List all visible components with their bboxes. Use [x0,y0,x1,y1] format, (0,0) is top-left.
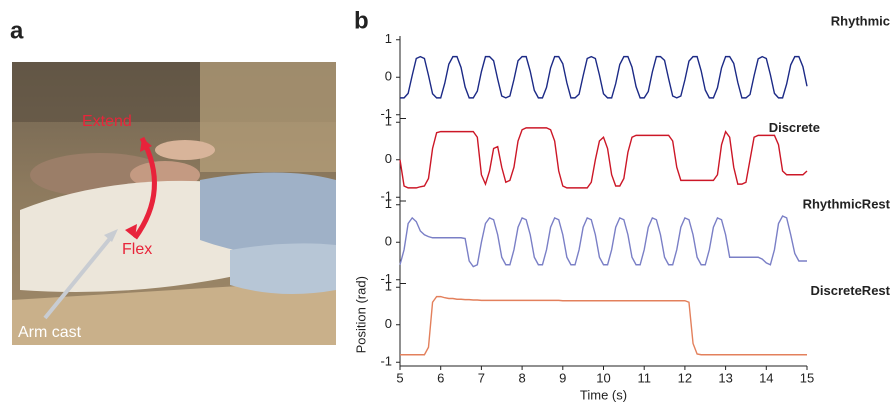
legend-label: Rhythmic [831,13,890,28]
x-tick-label: 9 [559,370,566,385]
x-tick-label: 7 [478,370,485,385]
legend-label: DiscreteRest [811,283,891,298]
y-tick-label: 1 [385,31,392,46]
x-tick-label: 5 [396,370,403,385]
x-tick-label: 6 [437,370,444,385]
y-tick-label: 0 [385,151,392,166]
x-tick-label: 12 [678,370,692,385]
x-tick-label: 13 [718,370,732,385]
legend-label: RhythmicRest [803,196,891,211]
x-tick-label: 8 [518,370,525,385]
line [400,55,808,99]
line [399,215,807,268]
y-tick-label: -1 [380,189,392,204]
y-tick-label: -1 [380,106,392,121]
x-tick-label: 11 [637,370,651,385]
x-tick-label: 10 [596,370,610,385]
y-tick-label: 0 [385,316,392,331]
x-axis-label: Time (s) [580,387,627,402]
panel-label: b [354,7,369,34]
y-tick-label: 1 [385,279,392,294]
x-tick-label: 15 [800,370,814,385]
legend-label: Discrete [769,120,820,135]
y-tick-label: -1 [380,271,392,286]
line [400,295,807,356]
y-tick-label: 1 [385,114,392,129]
y-tick-label: 0 [385,69,392,84]
photo [12,62,336,345]
panel-label: a [10,17,24,44]
photo-annotation: Flex [122,241,152,258]
photo-annotation: Arm cast [18,324,82,341]
photo-annotation: Extend [82,113,132,130]
line [399,127,808,189]
y-axis-label: Position (rad) [353,276,368,353]
y-tick-label: 1 [385,196,392,211]
x-tick-label: 14 [759,370,773,385]
y-tick-label: -1 [380,354,392,369]
y-tick-label: 0 [385,234,392,249]
